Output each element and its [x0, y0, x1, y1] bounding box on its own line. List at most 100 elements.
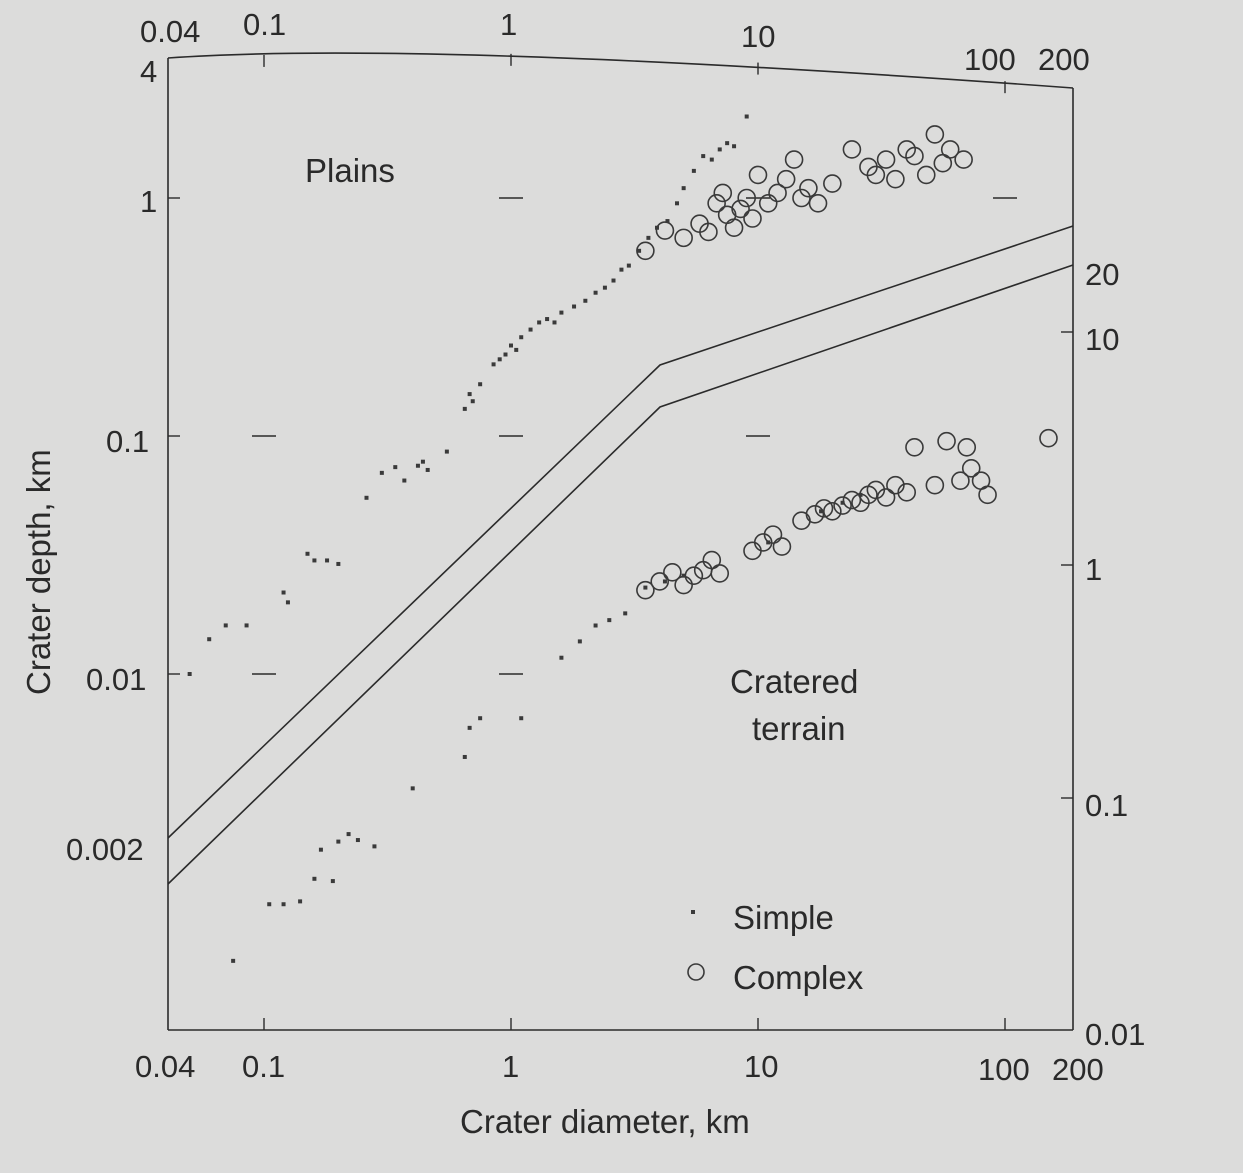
- ticks-layer: [168, 53, 1073, 1030]
- band-lower-line: [167, 264, 1074, 885]
- point-cratered-complex-11: [772, 537, 792, 556]
- point-plains-complex-1: [655, 221, 675, 240]
- point-cratered-simple-18: [593, 623, 598, 628]
- point-cratered-simple-19: [607, 618, 612, 623]
- x-tick-1: 1: [502, 1049, 519, 1084]
- point-cratered-complex-28: [957, 438, 977, 457]
- point-plains-simple-48: [709, 157, 714, 162]
- point-plains-simple-1: [207, 637, 212, 642]
- x-tick-top-1: 1: [500, 7, 517, 42]
- separator-band: [167, 225, 1074, 885]
- point-cratered-complex-20: [866, 480, 886, 500]
- point-plains-simple-22: [491, 362, 496, 367]
- point-cratered-simple-3: [298, 899, 303, 904]
- point-plains-simple-49: [717, 147, 722, 152]
- point-plains-simple-21: [478, 382, 483, 387]
- point-plains-complex-27: [905, 146, 924, 166]
- point-plains-simple-52: [744, 114, 749, 119]
- plains-label: Plains: [305, 152, 395, 189]
- point-cratered-simple-22: [662, 579, 667, 584]
- legend-complex-label: Complex: [733, 959, 864, 996]
- point-cratered-simple-1: [267, 902, 272, 907]
- point-plains-simple-32: [559, 310, 564, 315]
- point-cratered-complex-1: [650, 572, 670, 591]
- point-plains-complex-5: [707, 194, 726, 213]
- point-cratered-complex-0: [636, 580, 655, 600]
- point-plains-simple-0: [187, 672, 192, 676]
- y-tick-right-10: 10: [1085, 322, 1119, 357]
- point-plains-simple-37: [611, 278, 616, 283]
- point-cratered-complex-10: [763, 525, 783, 544]
- point-cratered-complex-2: [663, 563, 682, 582]
- point-cratered-complex-5: [693, 560, 713, 580]
- point-plains-complex-15: [776, 169, 796, 189]
- point-plains-simple-17: [444, 449, 449, 454]
- point-plains-simple-46: [691, 168, 696, 173]
- point-cratered-complex-16: [833, 496, 852, 515]
- point-plains-simple-10: [364, 495, 369, 500]
- point-plains-simple-51: [732, 144, 737, 149]
- point-plains-simple-2: [223, 623, 228, 628]
- point-plains-complex-8: [724, 218, 744, 238]
- point-cratered-complex-25: [925, 475, 945, 495]
- point-plains-simple-45: [681, 186, 686, 191]
- point-plains-simple-15: [420, 459, 425, 464]
- point-plains-simple-19: [467, 392, 472, 397]
- point-plains-simple-20: [470, 399, 475, 404]
- point-plains-simple-25: [509, 343, 513, 348]
- point-cratered-simple-14: [478, 716, 483, 721]
- point-plains-simple-12: [393, 465, 398, 470]
- point-plains-simple-44: [675, 201, 680, 206]
- point-plains-complex-7: [717, 205, 737, 225]
- point-plains-complex-12: [748, 165, 768, 185]
- x-tick-200: 200: [1052, 1052, 1104, 1087]
- x-tick-top-0.1: 0.1: [243, 7, 286, 42]
- point-plains-complex-16: [784, 150, 804, 169]
- point-plains-simple-34: [583, 298, 588, 303]
- point-cratered-simple-13: [467, 725, 472, 730]
- point-plains-simple-50: [725, 141, 730, 146]
- y-tick-left-0.1: 0.1: [106, 424, 149, 459]
- point-plains-complex-13: [758, 194, 778, 213]
- point-cratered-simple-2: [281, 902, 286, 907]
- point-cratered-complex-14: [814, 499, 834, 518]
- y-tick-left-0.002: 0.002: [66, 832, 144, 867]
- point-cratered-complex-26: [937, 431, 956, 451]
- point-plains-simple-3: [244, 623, 249, 628]
- point-plains-simple-40: [637, 248, 642, 253]
- point-plains-simple-6: [305, 551, 310, 556]
- point-plains-simple-35: [593, 290, 598, 295]
- point-cratered-complex-8: [743, 541, 762, 561]
- x-tick-10: 10: [744, 1049, 778, 1084]
- point-cratered-simple-23: [681, 573, 686, 578]
- point-plains-complex-10: [737, 188, 756, 208]
- point-plains-complex-23: [866, 165, 886, 185]
- point-plains-complex-29: [925, 125, 945, 144]
- y-tick-right-0.01: 0.01: [1085, 1017, 1145, 1052]
- x-tick-top-10: 10: [741, 19, 775, 54]
- point-plains-complex-0: [636, 241, 655, 261]
- x-tick-100: 100: [978, 1052, 1030, 1087]
- x-tick-0.1: 0.1: [242, 1049, 285, 1084]
- point-cratered-simple-12: [462, 754, 467, 759]
- point-cratered-simple-15: [519, 716, 524, 721]
- point-plains-complex-6: [713, 183, 733, 203]
- point-cratered-complex-22: [886, 475, 905, 495]
- point-plains-complex-21: [842, 140, 862, 159]
- point-cratered-complex-15: [823, 502, 842, 521]
- cratered-label: Cratered: [730, 663, 858, 700]
- point-plains-simple-43: [665, 219, 670, 224]
- point-plains-simple-30: [545, 317, 550, 322]
- point-plains-simple-41: [646, 235, 651, 240]
- point-plains-complex-17: [792, 188, 811, 208]
- y-tick-right-0.1: 0.1: [1085, 788, 1128, 823]
- point-plains-simple-16: [425, 467, 430, 472]
- point-plains-simple-9: [336, 561, 341, 566]
- y-tick-left-4: 4: [140, 54, 157, 89]
- point-plains-simple-33: [572, 304, 577, 309]
- point-cratered-complex-32: [1039, 428, 1058, 448]
- point-plains-complex-11: [743, 209, 762, 228]
- point-plains-simple-11: [379, 470, 384, 475]
- point-plains-complex-28: [916, 165, 936, 185]
